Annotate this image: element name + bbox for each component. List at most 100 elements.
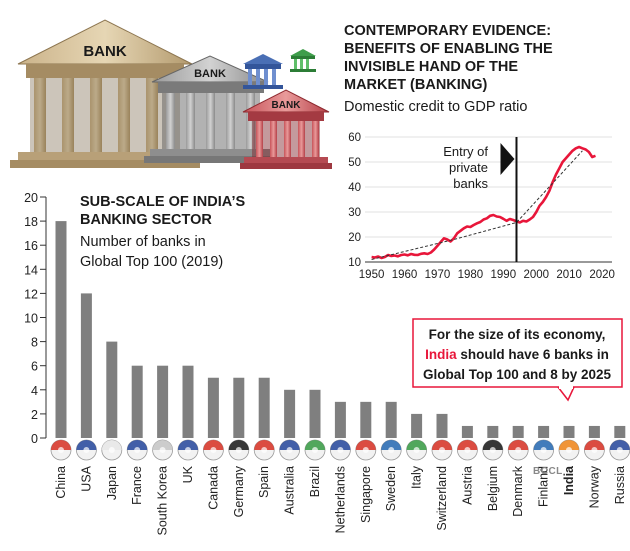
- line-x-tick-label: 1980: [458, 269, 484, 281]
- bar-category-label: Belgium: [486, 466, 500, 511]
- flag-sweden-icon: [380, 439, 402, 461]
- flag-germany-icon: [228, 439, 250, 461]
- line-title-line-3: INVISIBLE HAND OF THE: [344, 59, 518, 75]
- bar-category-label: Netherlands: [333, 466, 347, 533]
- line-x-tick-label: 2020: [589, 269, 615, 281]
- line-title-line-2: BENEFITS OF ENABLING THE: [344, 41, 553, 57]
- bar-subtitle-line-2: Global Top 100 (2019): [80, 254, 223, 270]
- bar-austria: [461, 425, 473, 438]
- bar-y-tick-label: 6: [31, 360, 38, 374]
- bar-chart-y-axis: 0 2 4 6 8 10 12 14 16 18 20: [24, 191, 47, 446]
- bar-south-korea: [157, 365, 169, 438]
- bar-norway: [588, 425, 600, 438]
- line-title-line-4: MARKET (BANKING): [344, 77, 488, 93]
- line-x-tick-label: 2000: [523, 269, 549, 281]
- line-chart-axes: 10 20 30 40 50 60 1950 1960 1970 1980 1990 2000 2010…: [348, 132, 615, 281]
- bar-brazil: [309, 389, 321, 438]
- bar-russia: [614, 425, 626, 438]
- annotation-box: [412, 318, 623, 388]
- flag-japan-icon: [101, 439, 123, 461]
- bar-usa: [80, 293, 92, 438]
- flag-brazil-icon: [304, 439, 326, 461]
- bar-category-label: France: [130, 466, 144, 505]
- annotation-pointer: [557, 386, 575, 402]
- flag-switzerland-icon: [431, 439, 453, 461]
- bar-france: [131, 365, 143, 438]
- bar-category-label: USA: [79, 465, 93, 491]
- line-x-tick-label: 1970: [425, 269, 451, 281]
- annotation-text: For the size of its economy, India should…: [423, 327, 612, 382]
- line-title-line-1: CONTEMPORARY EVIDENCE:: [344, 23, 551, 39]
- bar-netherlands: [334, 401, 346, 438]
- bar-india: [563, 425, 575, 438]
- line-y-tick-label: 40: [348, 182, 361, 194]
- bar-y-tick-label: 20: [24, 191, 38, 205]
- bar-category-label: Australia: [283, 466, 297, 515]
- bank-building-red: BANK: [240, 89, 332, 169]
- bar-y-tick-label: 16: [24, 239, 38, 253]
- flag-russia-icon: [609, 439, 630, 461]
- line-x-tick-label: 1950: [359, 269, 385, 281]
- bar-y-tick-label: 8: [31, 336, 38, 350]
- flag-italy-icon: [406, 439, 428, 461]
- bar-category-label: Sweden: [384, 466, 398, 511]
- line-y-tick-label: 10: [348, 257, 361, 269]
- bank-building-medium: BANK: [144, 55, 276, 163]
- bank-sign-red: BANK: [272, 100, 302, 111]
- flag-australia-icon: [279, 439, 301, 461]
- flag-finland-icon: [533, 439, 554, 461]
- bar-category-label: Finland: [537, 466, 551, 507]
- bar-chart-category-labels: China USA Japan France South Korea UK Canada Ge…: [54, 465, 627, 536]
- bar-category-label: Denmark: [511, 465, 525, 516]
- line-chart-grid: [365, 136, 612, 263]
- bar-finland: [538, 425, 550, 438]
- bar-chart-flags: [50, 439, 630, 461]
- flag-usa-icon: [76, 439, 97, 461]
- bar-category-label: Germany: [232, 465, 246, 517]
- bar-y-tick-label: 18: [24, 215, 38, 229]
- flag-france-icon: [126, 439, 148, 461]
- bar-italy: [411, 413, 423, 438]
- flag-uk-icon: [177, 439, 199, 461]
- line-subtitle: Domestic credit to GDP ratio: [344, 99, 527, 115]
- bar-category-label: South Korea: [156, 466, 170, 536]
- line-chart-marker: Entry of private banks: [443, 137, 518, 262]
- bank-sign-large: BANK: [83, 43, 126, 60]
- bar-switzerland: [436, 413, 448, 438]
- bar-sweden: [385, 401, 397, 438]
- marker-label-line-3: banks: [453, 176, 488, 191]
- bar-australia: [284, 389, 296, 438]
- bar-canada: [207, 377, 219, 438]
- bar-china: [55, 221, 67, 438]
- bank-building-blue: [243, 54, 283, 89]
- bar-category-label: Switzerland: [435, 466, 449, 531]
- flag-spain-icon: [253, 439, 275, 461]
- line-chart-series: [371, 145, 596, 260]
- bar-y-tick-label: 12: [24, 287, 38, 301]
- line-y-tick-label: 30: [348, 207, 361, 219]
- marker-arrow-icon: [500, 143, 515, 175]
- line-x-tick-label: 2010: [556, 269, 582, 281]
- bar-category-label: Canada: [206, 466, 220, 510]
- flag-denmark-icon: [507, 439, 529, 461]
- bank-building-large: BANK: [10, 19, 200, 168]
- flag-netherlands-icon: [329, 439, 351, 461]
- flag-belgium-icon: [482, 439, 504, 461]
- bar-subtitle-line-1: Number of banks in: [80, 234, 206, 250]
- flag-austria-icon: [456, 439, 478, 461]
- bar-title-line-2: BANKING SECTOR: [80, 212, 212, 228]
- line-x-tick-label: 1990: [491, 269, 517, 281]
- bar-y-tick-label: 4: [31, 384, 38, 398]
- bar-uk: [182, 365, 194, 438]
- bar-category-label: Brazil: [308, 466, 322, 497]
- bar-singapore: [360, 401, 372, 438]
- bar-chart-bars: [55, 221, 626, 438]
- watermark: BCCL: [533, 466, 563, 477]
- flag-norway-icon: [584, 439, 605, 461]
- bar-spain: [258, 377, 270, 438]
- line-chart-title: CONTEMPORARY EVIDENCE: BENEFITS OF ENABL…: [344, 23, 553, 115]
- line-y-tick-label: 50: [348, 157, 361, 169]
- bank-building-green: [290, 49, 316, 72]
- credit-gdp-line: [371, 145, 596, 260]
